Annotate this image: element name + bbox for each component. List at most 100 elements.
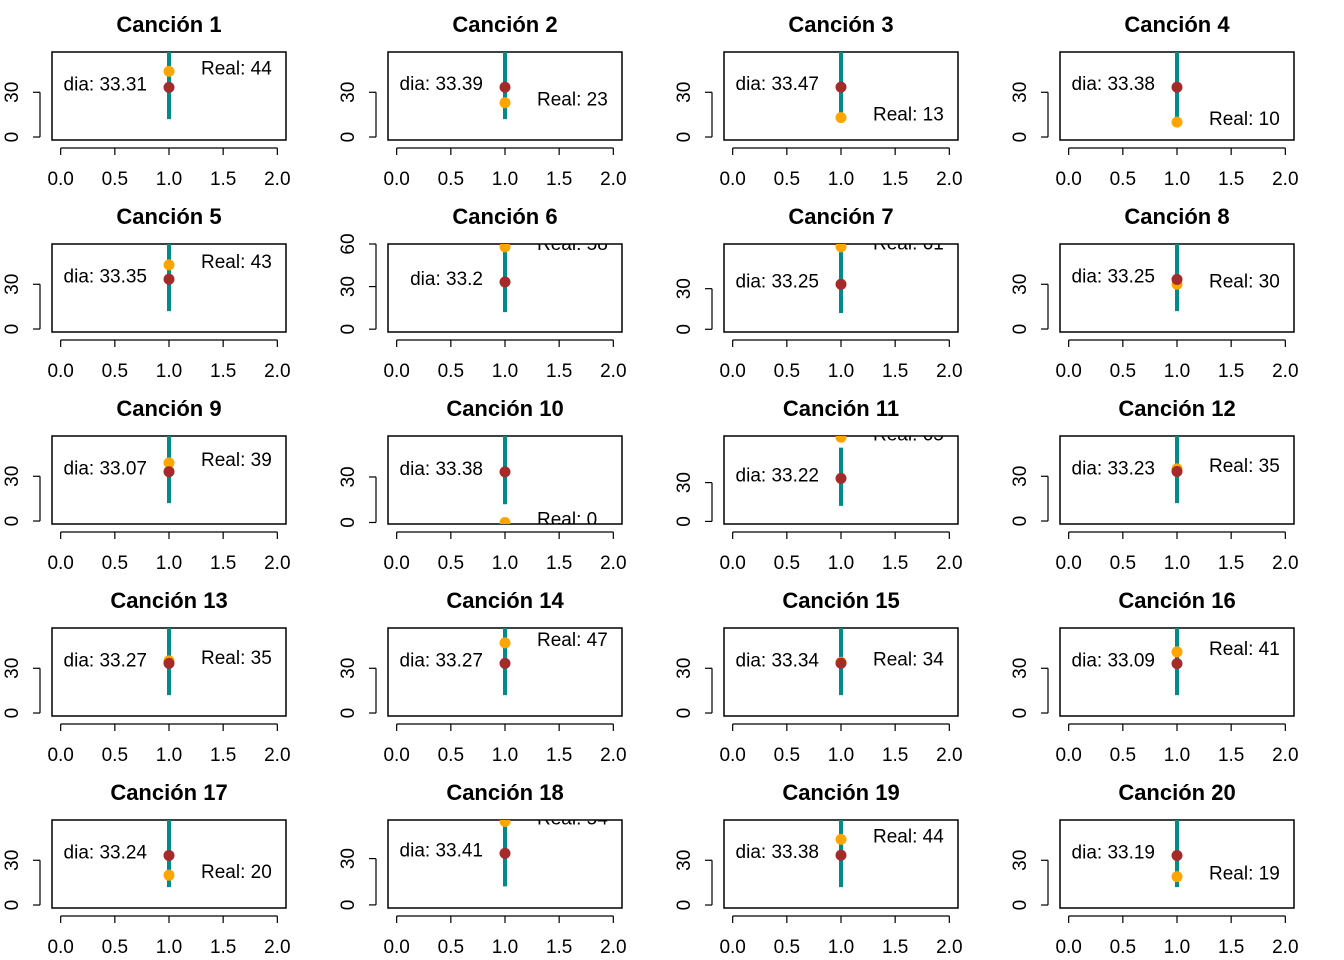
x-tick-label: 0.5 [774, 745, 800, 766]
x-tick-label: 1.5 [210, 553, 236, 574]
plot-area: Real: 30 [1171, 244, 1280, 312]
x-tick-label: 2.0 [264, 745, 290, 766]
x-tick-label: 1.5 [1218, 361, 1244, 382]
panel-title: Canción 17 [110, 780, 227, 805]
x-tick-label: 0.0 [383, 169, 409, 190]
y-tick-label: 60 [338, 233, 359, 254]
x-tick-label: 2.0 [1272, 169, 1298, 190]
x-tick-label: 1.5 [546, 169, 572, 190]
x-tick-label: 1.5 [210, 937, 236, 958]
prediction-label: dia: 33.25 [736, 271, 819, 292]
real-point [499, 244, 511, 253]
real-point [1171, 871, 1183, 883]
x-tick-label: 0.5 [438, 361, 464, 382]
x-tick-label: 2.0 [264, 361, 290, 382]
prediction-label: dia: 33.31 [64, 74, 147, 95]
real-label: Real: 54 [537, 809, 608, 830]
x-tick-label: 2.0 [600, 937, 626, 958]
x-tick-label: 0.0 [383, 553, 409, 574]
x-tick-label: 0.0 [47, 169, 73, 190]
real-label: Real: 13 [873, 105, 944, 126]
x-tick-label: 0.0 [1055, 553, 1081, 574]
y-tick-label: 30 [1010, 82, 1031, 103]
x-tick-label: 2.0 [1272, 745, 1298, 766]
prediction-point [163, 466, 175, 478]
y-tick-label: 30 [674, 278, 695, 299]
panel: Canción 18 0.0 0.5 1.0 1.5 2.0 0 30 Real: 54 dia:… [338, 780, 627, 958]
y-tick-label: 0 [674, 708, 695, 719]
plot-area: Real: 54 [499, 809, 608, 887]
real-label: Real: 35 [1209, 456, 1280, 477]
panel-title: Canción 14 [446, 588, 564, 613]
x-tick-label: 1.5 [882, 745, 908, 766]
x-tick-label: 1.0 [492, 169, 518, 190]
panel-title: Canción 16 [1118, 588, 1235, 613]
y-tick-label: 0 [338, 517, 359, 528]
y-tick-label: 0 [338, 708, 359, 719]
x-tick-label: 0.0 [1055, 361, 1081, 382]
x-tick-label: 0.5 [774, 169, 800, 190]
x-tick-label: 0.0 [383, 361, 409, 382]
x-tick-label: 1.0 [1164, 361, 1190, 382]
real-label: Real: 41 [1209, 639, 1280, 660]
prediction-point [1171, 465, 1183, 477]
prediction-point [499, 81, 511, 93]
x-tick-label: 1.5 [882, 361, 908, 382]
x-tick-label: 0.0 [47, 361, 73, 382]
x-tick-label: 0.5 [774, 361, 800, 382]
y-tick-label: 30 [674, 472, 695, 493]
x-tick-label: 2.0 [936, 937, 962, 958]
y-tick-label: 0 [338, 900, 359, 911]
y-tick-label: 30 [2, 658, 23, 679]
x-tick-label: 0.0 [47, 553, 73, 574]
x-tick-label: 0.5 [438, 169, 464, 190]
x-tick-label: 2.0 [600, 553, 626, 574]
prediction-point [835, 657, 847, 669]
x-tick-label: 0.5 [1110, 553, 1136, 574]
x-tick-label: 0.5 [1110, 169, 1136, 190]
y-tick-label: 30 [338, 658, 359, 679]
prediction-label: dia: 33.2 [410, 269, 483, 290]
panel: Canción 8 0.0 0.5 1.0 1.5 2.0 0 30 Real: 30 dia: … [1010, 204, 1299, 382]
x-tick-label: 1.0 [828, 937, 854, 958]
x-tick-label: 0.5 [438, 745, 464, 766]
x-tick-label: 0.0 [383, 937, 409, 958]
real-label: Real: 20 [201, 862, 272, 883]
x-tick-label: 1.5 [1218, 553, 1244, 574]
x-tick-label: 1.5 [882, 937, 908, 958]
panel: Canción 3 0.0 0.5 1.0 1.5 2.0 0 30 Real: 13 dia: … [674, 12, 963, 190]
panel: Canción 20 0.0 0.5 1.0 1.5 2.0 0 30 Real: 19 dia:… [1010, 780, 1299, 958]
plot-area: Real: 23 [499, 52, 608, 120]
x-tick-label: 0.5 [1110, 937, 1136, 958]
y-tick-label: 0 [674, 900, 695, 911]
panel: Canción 11 0.0 0.5 1.0 1.5 2.0 0 30 Real: 65 dia:… [674, 396, 963, 574]
y-tick-label: 0 [2, 516, 23, 527]
panel: Canción 16 0.0 0.5 1.0 1.5 2.0 0 30 Real: 41 dia:… [1010, 588, 1299, 766]
prediction-point [499, 466, 511, 478]
plot-area: Real: 0 [499, 436, 597, 524]
panel-title: Canción 13 [110, 588, 227, 613]
prediction-label: dia: 33.39 [400, 74, 483, 95]
real-point [163, 869, 175, 881]
x-tick-label: 2.0 [1272, 937, 1298, 958]
prediction-label: dia: 33.24 [64, 842, 148, 863]
x-tick-label: 2.0 [264, 169, 290, 190]
x-tick-label: 0.5 [102, 361, 128, 382]
plot-area: Real: 35 [163, 628, 272, 696]
x-tick-label: 1.0 [156, 937, 182, 958]
real-label: Real: 43 [201, 252, 272, 273]
prediction-label: dia: 33.47 [736, 74, 819, 95]
prediction-point [499, 847, 511, 859]
x-tick-label: 1.5 [546, 361, 572, 382]
x-tick-label: 1.5 [210, 169, 236, 190]
x-tick-label: 0.5 [438, 937, 464, 958]
panel-title: Canción 1 [116, 12, 221, 37]
x-tick-label: 1.5 [210, 361, 236, 382]
x-tick-label: 0.5 [102, 169, 128, 190]
panel: Canción 9 0.0 0.5 1.0 1.5 2.0 0 30 Real: 39 dia: … [2, 396, 291, 574]
x-tick-label: 1.5 [546, 745, 572, 766]
panel-title: Canción 4 [1124, 12, 1230, 37]
y-tick-label: 0 [674, 324, 695, 335]
x-tick-label: 2.0 [600, 169, 626, 190]
prediction-point [835, 472, 847, 484]
